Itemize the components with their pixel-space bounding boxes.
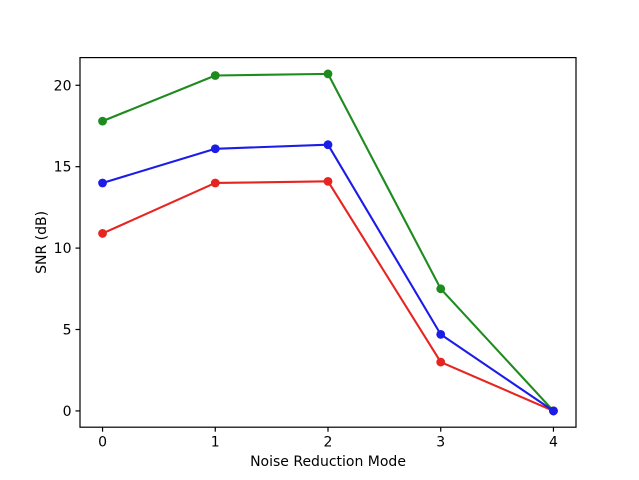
green-series-marker	[323, 69, 333, 79]
green-series-marker	[436, 284, 446, 294]
x-axis-label: Noise Reduction Mode	[250, 454, 406, 470]
plot-spines	[79, 56, 577, 428]
red-series-marker	[98, 229, 107, 238]
red-series-marker	[436, 357, 446, 367]
x-tick-label: 2	[324, 435, 333, 451]
green-series-marker	[210, 71, 220, 80]
plot-area: 0 1 2 3 4 0 5 10 15 20	[54, 56, 577, 451]
x-tick-label: 0	[98, 435, 107, 451]
blue-series-marker	[549, 406, 558, 416]
green-series-marker	[98, 116, 107, 126]
y-tick-label: 10	[54, 241, 72, 257]
red-series-marker	[210, 178, 220, 188]
y-tick-label: 20	[54, 78, 72, 94]
x-tick-label: 1	[211, 435, 220, 451]
x-tick-label: 4	[549, 435, 558, 451]
blue-series-marker	[436, 329, 446, 339]
y-tick-label: 0	[63, 404, 72, 420]
x-tick-label: 3	[436, 435, 445, 451]
y-axis-label: SNR (dB)	[34, 211, 50, 274]
blue-series-marker	[323, 140, 333, 150]
blue-series-marker	[98, 178, 107, 188]
y-tick-label: 5	[63, 323, 72, 339]
red-series-marker	[323, 176, 333, 186]
blue-series-marker	[210, 144, 220, 154]
y-tick-label: 15	[54, 160, 72, 176]
